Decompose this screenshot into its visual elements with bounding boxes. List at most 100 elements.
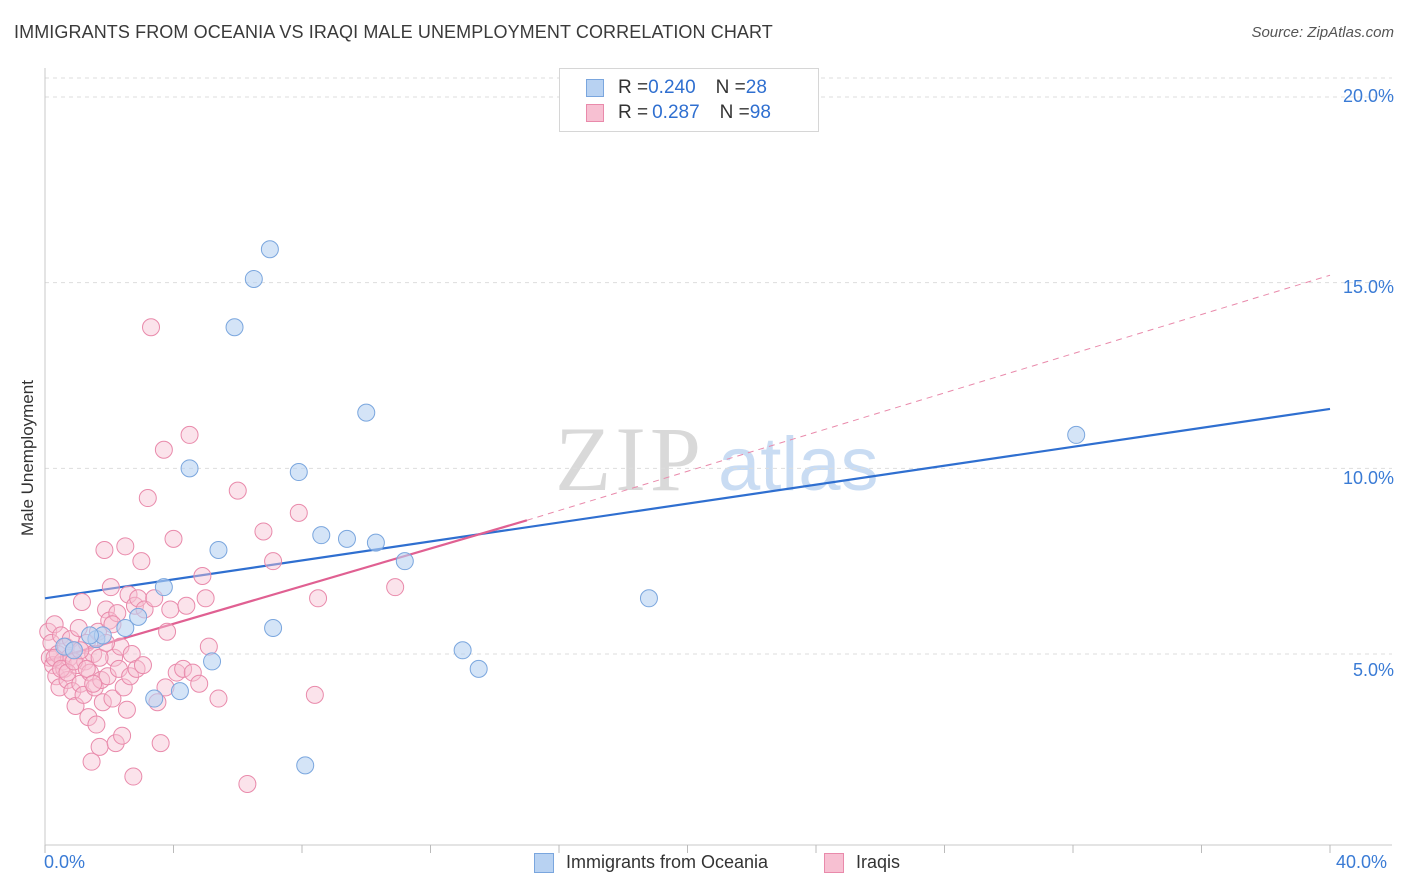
iraqis-point [105, 648, 124, 667]
legend-n-label: N = [715, 77, 746, 98]
iraqis-point [103, 689, 122, 708]
oceania-point [453, 641, 472, 660]
iraqis-point [183, 663, 202, 682]
iraqis-point [190, 674, 209, 693]
oceania-point [395, 552, 414, 571]
iraqis-point [82, 752, 101, 771]
legend-label-iraqis: Iraqis [856, 852, 901, 872]
bottom-legend-oceania: Immigrants from Oceania [534, 852, 768, 873]
iraqis-point [106, 734, 125, 753]
oceania-point [244, 269, 263, 288]
iraqis-point [117, 700, 136, 719]
iraqis-point [193, 567, 212, 586]
iraqis-point [97, 600, 116, 619]
oceania-point [203, 652, 222, 671]
iraqis-point [180, 425, 199, 444]
watermark: ZIP atlas [555, 408, 879, 510]
iraqis-point [119, 585, 138, 604]
iraqis-trend-extension [526, 274, 1331, 521]
trend-lines [44, 274, 1331, 663]
iraqis-point [289, 503, 308, 522]
iraqis-point [133, 656, 152, 675]
iraqis-points [39, 318, 405, 793]
iraqis-point [101, 578, 120, 597]
oceania-point [209, 541, 228, 560]
iraqis-point [116, 537, 135, 556]
iraqis-point [209, 689, 228, 708]
iraqis-point [196, 589, 215, 608]
iraqis-point [158, 622, 177, 641]
oceania-point [260, 240, 279, 259]
iraqis-point [228, 481, 247, 500]
iraqis-point [124, 767, 143, 786]
source-credit: Source: ZipAtlas.com [1251, 24, 1394, 41]
oceania-point [225, 318, 244, 337]
legend-swatch-pink [824, 852, 844, 873]
iraqis-point [161, 600, 180, 619]
iraqis-point [72, 593, 91, 612]
oceania-point [357, 403, 376, 422]
legend-r-label: R = [618, 77, 649, 98]
iraqis-point [154, 440, 173, 459]
watermark-zip: ZIP [555, 408, 705, 510]
chart-title: IMMIGRANTS FROM OCEANIA VS IRAQI MALE UN… [14, 22, 773, 42]
legend-swatch-blue [534, 852, 554, 873]
iraqis-point [98, 667, 117, 686]
x-tick-label-max: 40.0% [1336, 852, 1388, 872]
iraqis-point [264, 552, 283, 571]
legend-swatch-pink [586, 104, 604, 122]
iraqis-point [138, 489, 157, 508]
oceania-point [639, 589, 658, 608]
iraqis-point [95, 541, 114, 560]
oceania-point [170, 682, 189, 701]
oceania-point [312, 526, 331, 545]
y-tick-label-5: 5.0% [1352, 660, 1394, 680]
oceania-trend-line [44, 407, 1331, 600]
iraqis-point [108, 604, 127, 623]
iraqis-point [122, 645, 141, 663]
legend-r-value: 0.240 [648, 77, 696, 98]
iraqis-point [305, 685, 324, 704]
iraqis-point [58, 663, 77, 682]
legend-r-label: R = [618, 102, 649, 123]
iraqis-point [84, 674, 103, 693]
iraqis-point [177, 596, 196, 615]
iraqis-point [164, 529, 183, 548]
y-tick-label-20: 20.0% [1342, 86, 1394, 106]
oceania-point [469, 659, 488, 678]
iraqis-point [174, 659, 193, 678]
x-tick-label-min: 0.0% [44, 852, 86, 872]
iraqis-point [93, 693, 112, 712]
iraqis-point [129, 589, 148, 608]
iraqis-point [77, 659, 96, 678]
legend-row-oceania: R = 0.240 N = 28 [586, 76, 767, 100]
oceania-point [1067, 425, 1086, 444]
oceania-point [145, 689, 164, 708]
iraqis-point [238, 774, 257, 793]
legend-label-oceania: Immigrants from Oceania [566, 852, 769, 872]
iraqis-point [121, 667, 140, 686]
oceania-point [116, 619, 135, 638]
iraqis-point [109, 659, 128, 678]
iraqis-point [90, 737, 109, 756]
iraqis-point [87, 715, 106, 734]
legend-n-value: 28 [745, 77, 767, 98]
correlation-legend: R = 0.240 N = 28 R = 0.287 N = 98 [559, 68, 819, 132]
iraqis-point [199, 637, 218, 656]
legend-n-value: 98 [749, 102, 771, 123]
legend-n-label: N = [719, 102, 750, 123]
watermark-atlas: atlas [718, 422, 879, 507]
iraqis-point [132, 552, 151, 571]
iraqis-point [111, 637, 130, 656]
oceania-point [289, 463, 308, 482]
oceania-points [55, 240, 1086, 775]
iraqis-point [254, 522, 273, 541]
legend-swatch-blue [586, 79, 604, 97]
legend-row-iraqis: R = 0.287 N = 98 [586, 101, 771, 125]
oceania-point [337, 529, 356, 548]
oceania-point [296, 756, 315, 775]
oceania-point [154, 578, 173, 597]
iraqis-point [386, 578, 405, 597]
oceania-point [64, 641, 83, 660]
oceania-point [180, 459, 199, 478]
